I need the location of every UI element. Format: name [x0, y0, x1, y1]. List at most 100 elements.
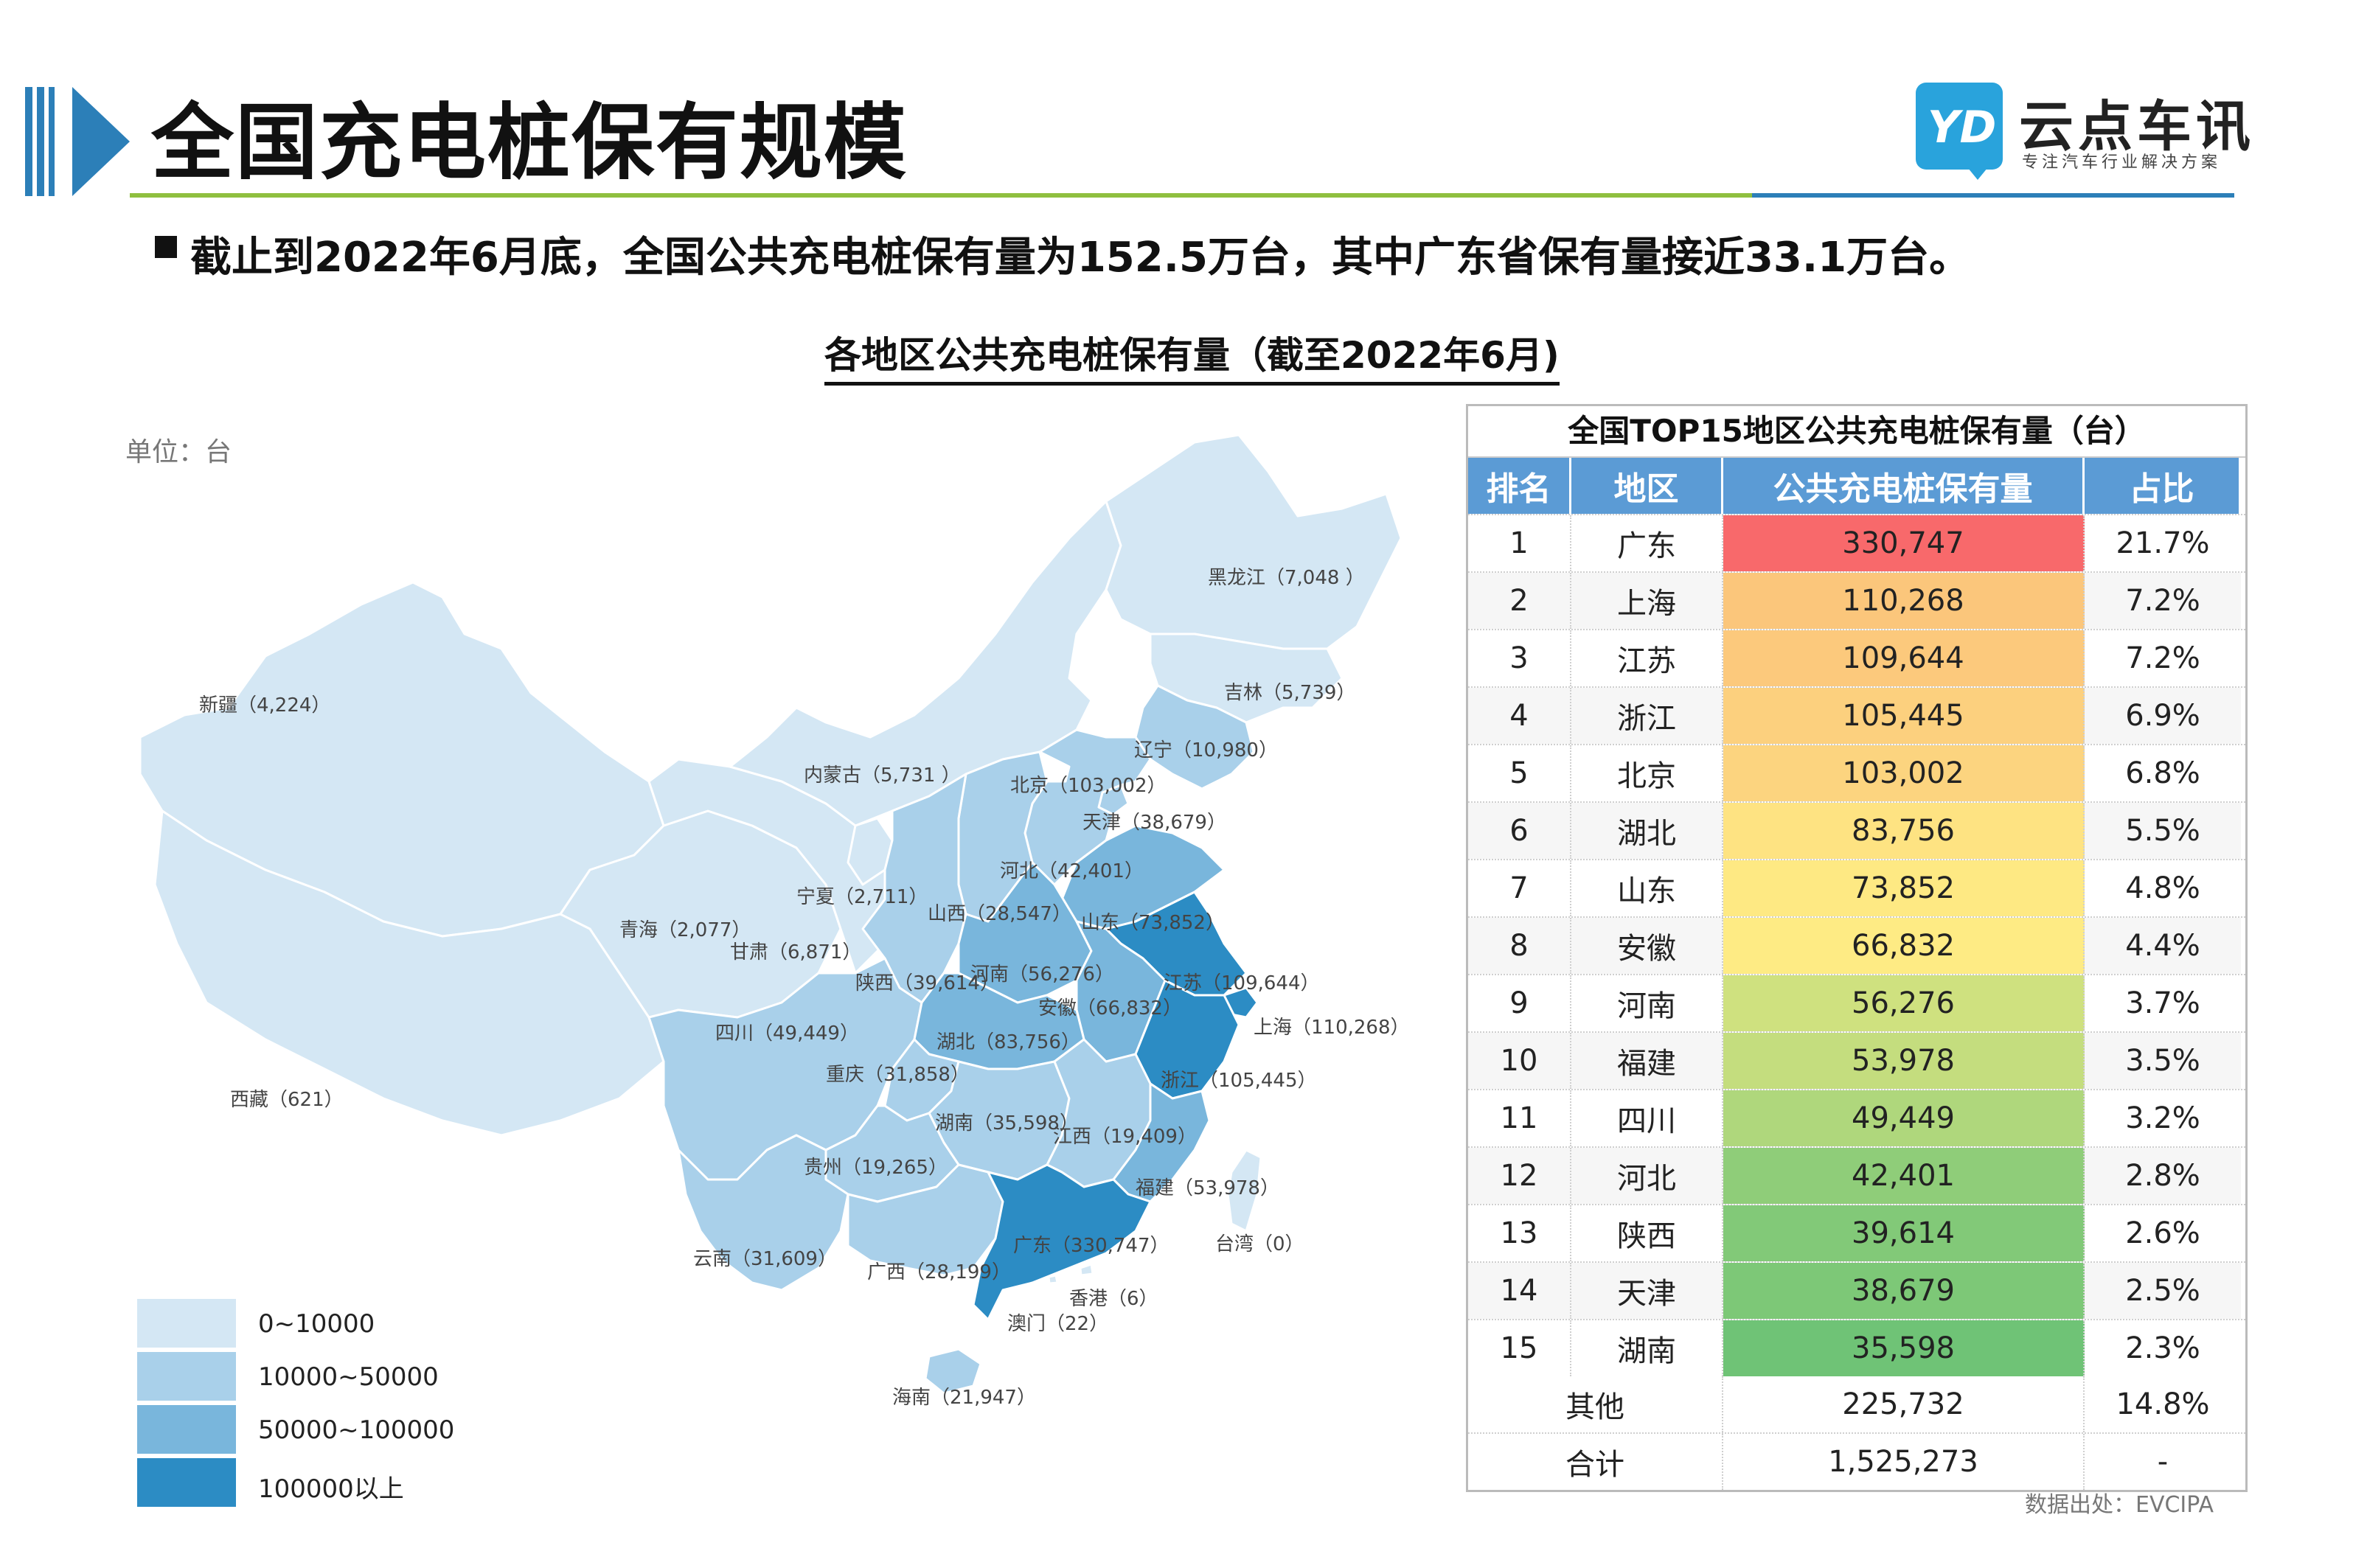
province-label: 陕西（39,614） — [855, 972, 999, 994]
title-bar-stripes — [25, 87, 55, 196]
header-rank: 排名 — [1468, 458, 1571, 514]
province-label: 湖南（35,598） — [935, 1112, 1079, 1135]
rank-cell: 1 — [1468, 515, 1571, 571]
value-cell: 42,401 — [1723, 1148, 2085, 1204]
total-share: - — [2157, 1445, 2169, 1479]
share-cell: 2.5% — [2085, 1263, 2241, 1319]
table-row: 12 河北 42,401 2.8% — [1468, 1148, 2245, 1205]
province-label: 宁夏（2,711） — [796, 886, 928, 908]
province-label: 广东（330,747） — [1013, 1235, 1169, 1257]
province-label: 西藏（621） — [230, 1089, 344, 1111]
region-cell: 江苏 — [1571, 630, 1723, 686]
value-cell: 73,852 — [1723, 860, 2085, 916]
province-region — [1134, 684, 1255, 790]
province-label: 天津（38,679） — [1082, 812, 1226, 834]
legend-swatch — [137, 1458, 236, 1507]
table-row: 6 湖北 83,756 5.5% — [1468, 803, 2245, 860]
province-label: 江苏（109,644） — [1164, 972, 1320, 994]
province-label: 北京（103,002） — [1010, 775, 1167, 797]
province-label: 甘肃（6,871） — [730, 941, 861, 964]
value-cell: 56,276 — [1723, 975, 2085, 1031]
title-underline — [130, 193, 1752, 198]
province-region — [1105, 433, 1403, 650]
summary-text: 截止到2022年6月底，全国公共充电桩保有量为152.5万台，其中广东省保有量接… — [190, 234, 1971, 282]
table-row: 15 湖南 35,598 2.3% — [1468, 1320, 2245, 1376]
data-source: 数据出处：EVCIPA — [2025, 1492, 2214, 1518]
page-title: 全国充电桩保有规模 — [151, 95, 908, 191]
table-row: 8 安徽 66,832 4.4% — [1468, 918, 2245, 975]
province-label: 湖北（83,756） — [936, 1031, 1080, 1053]
table-row: 5 北京 103,002 6.8% — [1468, 745, 2245, 803]
value-cell: 105,445 — [1723, 688, 2085, 744]
province-region — [677, 1134, 849, 1292]
value-cell: 39,614 — [1723, 1205, 2085, 1261]
province-region — [972, 1163, 1152, 1321]
province-label: 河北（42,401） — [1000, 860, 1144, 882]
region-cell: 湖北 — [1571, 803, 1723, 859]
share-cell: 2.3% — [2125, 1331, 2200, 1365]
region-cell: 山东 — [1571, 860, 1723, 916]
share-cell: 3.2% — [2125, 1101, 2200, 1135]
value-cell: 49,449 — [1723, 1090, 2085, 1146]
province-label: 山西（28,547） — [928, 903, 1071, 925]
legend-label: 50000~100000 — [258, 1415, 455, 1445]
province-label: 河南（56,276） — [970, 964, 1114, 986]
value-cell: 330,747 — [1723, 515, 2085, 571]
china-map: 新疆（4,224） 西藏（621） 青海（2,077）甘肃（6,871） 内蒙古（5,… — [139, 433, 1410, 1409]
table-row: 11 四川 49,449 3.2% — [1468, 1090, 2245, 1148]
share-cell: 2.6% — [2125, 1216, 2200, 1250]
province-label: 江西（19,409） — [1053, 1126, 1197, 1148]
share-cell: 7.2% — [2125, 641, 2200, 675]
rank-cell: 10 — [1468, 1033, 1571, 1089]
province-region — [1226, 1149, 1262, 1233]
legend-swatch — [137, 1405, 236, 1454]
province-label: 贵州（19,265） — [804, 1157, 948, 1179]
table-row: 9 河南 56,276 3.7% — [1468, 975, 2245, 1033]
province-label: 重庆（31,858） — [826, 1064, 970, 1086]
legend-swatch — [137, 1352, 236, 1401]
province-label: 青海（2,077） — [619, 919, 751, 941]
header-share: 占比 — [2085, 458, 2241, 514]
province-label: 澳门（22） — [1007, 1313, 1108, 1335]
province-region — [1112, 1082, 1211, 1203]
province-label: 海南（21,947） — [892, 1387, 1036, 1409]
legend-swatch — [137, 1299, 236, 1348]
rank-cell: 2 — [1468, 573, 1571, 629]
province-label: 台湾（0） — [1215, 1233, 1304, 1255]
rank-cell: 14 — [1468, 1263, 1571, 1319]
rank-cell: 3 — [1468, 630, 1571, 686]
value-cell: 53,978 — [1723, 1033, 2085, 1089]
bullet-square-icon — [155, 236, 177, 258]
share-cell: 5.5% — [2085, 803, 2241, 859]
province-label: 广西（28,199） — [867, 1261, 1011, 1283]
province-label: 吉林（5,739） — [1224, 682, 1355, 704]
share-cell: 6.9% — [2085, 688, 2241, 744]
region-cell: 北京 — [1571, 745, 1723, 801]
top15-table: 全国TOP15地区公共充电桩保有量（台） 排名 地区 公共充电桩保有量 占比 1… — [1466, 404, 2248, 1492]
province-label: 浙江（105,445） — [1161, 1070, 1317, 1092]
share-cell: 4.4% — [2085, 918, 2241, 974]
province-label: 内蒙古（5,731 ） — [804, 764, 961, 787]
title-arrow-icon — [72, 87, 130, 196]
region-cell: 上海 — [1571, 573, 1723, 629]
rank-cell: 6 — [1468, 803, 1571, 859]
value-cell: 103,002 — [1723, 745, 2085, 801]
value-cell: 38,679 — [1723, 1263, 2085, 1319]
map-title: 各地区公共充电桩保有量（截至2022年6月) — [824, 326, 1560, 386]
province-label: 辽宁（10,980） — [1134, 739, 1278, 762]
logo-name: 云点车讯 — [2019, 95, 2255, 158]
share-cell: 21.7% — [2116, 526, 2210, 560]
value-cell: 35,598 — [1723, 1320, 2085, 1376]
total-label: 合计 — [1468, 1434, 1723, 1490]
title-underline-accent — [1752, 193, 2234, 198]
value-cell: 66,832 — [1723, 918, 2085, 974]
rank-cell: 5 — [1468, 745, 1571, 801]
share-cell: 2.8% — [2085, 1148, 2241, 1204]
province-label: 新疆（4,224） — [199, 694, 330, 717]
rank-cell: 12 — [1468, 1148, 1571, 1204]
table-row: 2 上海 110,268 7.2% — [1468, 573, 2245, 630]
rank-cell: 11 — [1468, 1090, 1571, 1146]
logo-mark: YD — [1928, 102, 1997, 153]
region-cell: 陕西 — [1571, 1205, 1723, 1261]
province-label: 安徽（66,832） — [1038, 997, 1182, 1020]
